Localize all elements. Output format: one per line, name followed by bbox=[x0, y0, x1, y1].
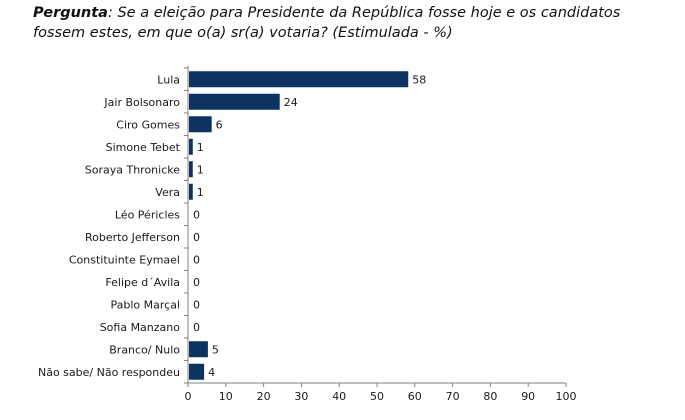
category-label: Jair Bolsonaro bbox=[103, 96, 180, 109]
value-label: 4 bbox=[208, 366, 215, 379]
category-label: Simone Tebet bbox=[106, 141, 181, 154]
x-tick-label: 90 bbox=[521, 390, 535, 403]
value-label: 1 bbox=[197, 141, 204, 154]
category-label: Sofia Manzano bbox=[100, 321, 181, 334]
category-label: Ciro Gomes bbox=[116, 118, 180, 131]
value-label: 6 bbox=[216, 118, 223, 131]
bar bbox=[189, 138, 193, 155]
category-label: Léo Péricles bbox=[115, 208, 180, 221]
x-tick-label: 60 bbox=[408, 390, 422, 403]
category-label: Felipe d´Avila bbox=[105, 276, 180, 289]
x-tick-label: 100 bbox=[556, 390, 577, 403]
x-tick-label: 40 bbox=[332, 390, 346, 403]
category-label: Lula bbox=[157, 73, 180, 86]
value-label: 1 bbox=[197, 186, 204, 199]
category-label: Não sabe/ Não respondeu bbox=[38, 366, 180, 379]
value-label: 0 bbox=[193, 208, 200, 221]
value-label: 0 bbox=[193, 321, 200, 334]
question-text: Pergunta: Se a eleição para Presidente d… bbox=[33, 3, 673, 43]
value-label: 24 bbox=[284, 96, 298, 109]
category-label: Roberto Jefferson bbox=[85, 231, 180, 244]
x-tick-label: 0 bbox=[185, 390, 192, 403]
bar bbox=[189, 161, 193, 178]
x-tick-label: 30 bbox=[294, 390, 308, 403]
category-label: Vera bbox=[155, 186, 180, 199]
bar bbox=[189, 341, 208, 358]
value-label: 1 bbox=[197, 163, 204, 176]
value-label: 0 bbox=[193, 298, 200, 311]
x-tick-label: 70 bbox=[446, 390, 460, 403]
bar bbox=[189, 93, 280, 110]
x-tick-label: 50 bbox=[370, 390, 384, 403]
bar bbox=[189, 71, 409, 88]
value-label: 58 bbox=[412, 73, 426, 86]
x-tick-label: 80 bbox=[483, 390, 497, 403]
question-body: : Se a eleição para Presidente da Repúbl… bbox=[33, 5, 621, 41]
bar bbox=[189, 363, 205, 380]
category-label: Pablo Marçal bbox=[110, 298, 180, 311]
question-lead: Pergunta bbox=[33, 5, 108, 21]
value-label: 0 bbox=[193, 231, 200, 244]
x-tick-label: 20 bbox=[257, 390, 271, 403]
x-tick-label: 10 bbox=[219, 390, 233, 403]
category-label: Soraya Thronicke bbox=[85, 163, 180, 176]
bar bbox=[189, 183, 193, 200]
bar bbox=[189, 116, 212, 133]
category-label: Branco/ Nulo bbox=[109, 343, 180, 356]
value-label: 0 bbox=[193, 276, 200, 289]
value-label: 0 bbox=[193, 253, 200, 266]
value-label: 5 bbox=[212, 343, 219, 356]
category-label: Constituinte Eymael bbox=[69, 253, 180, 266]
